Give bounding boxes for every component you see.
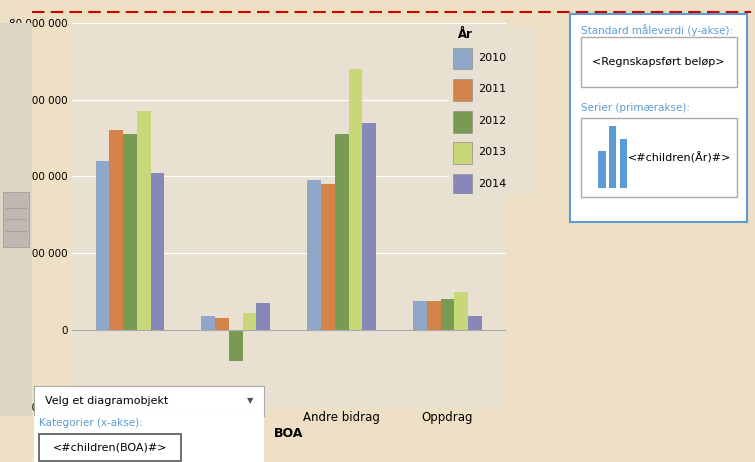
- Text: Kategorier (x-akse):: Kategorier (x-akse):: [39, 418, 143, 428]
- Text: <Regnskapsført beløp>: <Regnskapsført beløp>: [593, 57, 725, 67]
- FancyBboxPatch shape: [3, 192, 29, 247]
- Text: Standard måleverdi (y-akse):: Standard måleverdi (y-akse):: [581, 24, 733, 36]
- Bar: [229, 330, 242, 360]
- Bar: [257, 303, 270, 330]
- Text: <#children(År)#>: <#children(År)#>: [628, 152, 732, 163]
- Text: 2012: 2012: [478, 116, 506, 126]
- FancyBboxPatch shape: [620, 139, 627, 188]
- Bar: [123, 134, 137, 330]
- Text: Velg et diagramobjekt: Velg et diagramobjekt: [45, 396, 169, 406]
- Bar: [362, 123, 376, 330]
- Text: 2011: 2011: [478, 84, 506, 94]
- Text: 2013: 2013: [478, 147, 506, 158]
- FancyBboxPatch shape: [453, 174, 472, 196]
- Bar: [109, 130, 123, 330]
- Text: <#children(BOA)#>: <#children(BOA)#>: [53, 443, 167, 453]
- Bar: [441, 299, 455, 330]
- FancyBboxPatch shape: [453, 111, 472, 133]
- FancyBboxPatch shape: [453, 79, 472, 101]
- Bar: [427, 301, 441, 330]
- X-axis label: BOA: BOA: [274, 426, 304, 439]
- Bar: [455, 292, 468, 330]
- Bar: [349, 69, 362, 330]
- Bar: [321, 184, 335, 330]
- Text: År: År: [458, 28, 473, 41]
- Bar: [215, 318, 229, 330]
- Bar: [202, 316, 215, 330]
- Text: ▼: ▼: [247, 396, 254, 405]
- Bar: [150, 173, 165, 330]
- Bar: [468, 316, 482, 330]
- Bar: [307, 180, 321, 330]
- Bar: [335, 134, 349, 330]
- Text: 2014: 2014: [478, 179, 506, 189]
- FancyBboxPatch shape: [609, 126, 616, 188]
- Text: 2010: 2010: [478, 53, 506, 63]
- Text: Serier (primærakse):: Serier (primærakse):: [581, 103, 689, 113]
- FancyBboxPatch shape: [599, 151, 606, 188]
- FancyBboxPatch shape: [453, 48, 472, 69]
- FancyBboxPatch shape: [581, 37, 737, 87]
- FancyBboxPatch shape: [39, 434, 181, 461]
- FancyBboxPatch shape: [453, 142, 472, 164]
- Bar: [137, 111, 150, 330]
- FancyBboxPatch shape: [581, 118, 737, 197]
- Bar: [413, 301, 427, 330]
- Bar: [242, 313, 257, 330]
- Bar: [96, 161, 109, 330]
